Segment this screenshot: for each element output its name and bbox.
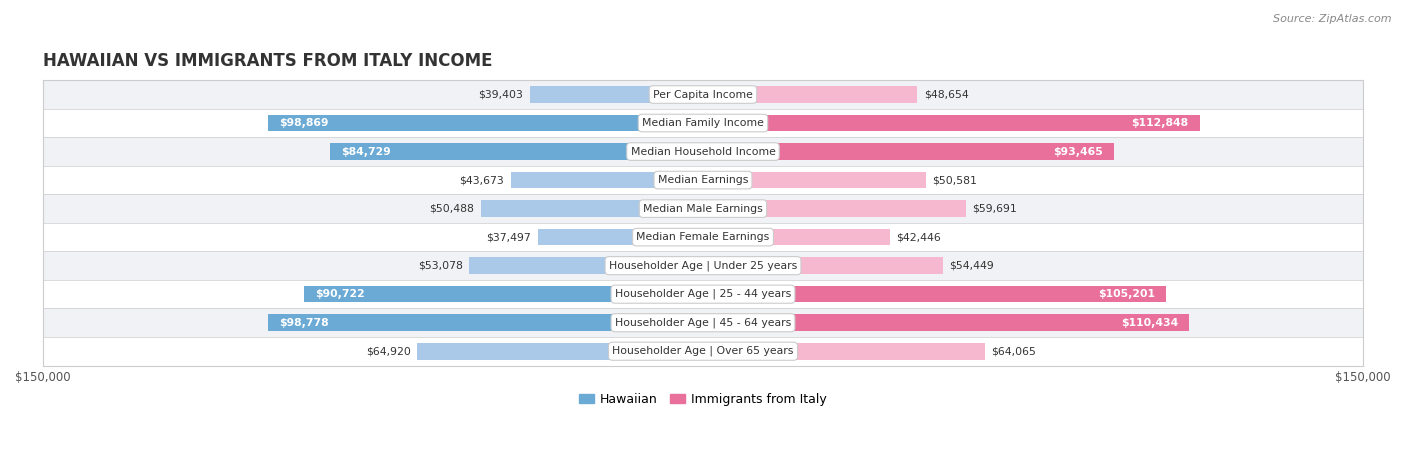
Bar [530, 86, 703, 103]
Bar [538, 229, 703, 246]
Bar [42, 109, 1364, 137]
Text: Householder Age | Under 25 years: Householder Age | Under 25 years [609, 261, 797, 271]
Text: $84,729: $84,729 [342, 147, 391, 156]
Text: Median Earnings: Median Earnings [658, 175, 748, 185]
Text: $90,722: $90,722 [315, 289, 364, 299]
Bar [42, 280, 1364, 308]
Text: $48,654: $48,654 [924, 90, 969, 99]
Bar [269, 314, 703, 331]
Text: $112,848: $112,848 [1132, 118, 1188, 128]
Text: HAWAIIAN VS IMMIGRANTS FROM ITALY INCOME: HAWAIIAN VS IMMIGRANTS FROM ITALY INCOME [42, 52, 492, 71]
Bar [42, 194, 1364, 223]
Legend: Hawaiian, Immigrants from Italy: Hawaiian, Immigrants from Italy [574, 388, 832, 410]
Bar [42, 308, 1364, 337]
Text: $39,403: $39,403 [478, 90, 523, 99]
Text: Householder Age | 45 - 64 years: Householder Age | 45 - 64 years [614, 318, 792, 328]
Bar [330, 143, 703, 160]
Text: $37,497: $37,497 [486, 232, 531, 242]
Text: $64,920: $64,920 [366, 346, 411, 356]
Bar [418, 343, 703, 360]
Bar [42, 80, 1364, 109]
Text: $64,065: $64,065 [991, 346, 1036, 356]
Text: Median Female Earnings: Median Female Earnings [637, 232, 769, 242]
Bar [703, 115, 1199, 131]
Text: $98,778: $98,778 [280, 318, 329, 328]
Text: Median Male Earnings: Median Male Earnings [643, 204, 763, 213]
Bar [703, 200, 966, 217]
Text: $59,691: $59,691 [973, 204, 1017, 213]
Bar [510, 172, 703, 188]
Bar [703, 86, 917, 103]
Bar [269, 115, 703, 131]
Bar [703, 229, 890, 246]
Bar [304, 286, 703, 303]
Text: Per Capita Income: Per Capita Income [652, 90, 754, 99]
Text: Householder Age | 25 - 44 years: Householder Age | 25 - 44 years [614, 289, 792, 299]
Bar [703, 343, 986, 360]
Text: $93,465: $93,465 [1053, 147, 1104, 156]
Text: Median Household Income: Median Household Income [630, 147, 776, 156]
Text: $42,446: $42,446 [897, 232, 941, 242]
Text: Householder Age | Over 65 years: Householder Age | Over 65 years [612, 346, 794, 356]
Text: $54,449: $54,449 [949, 261, 994, 271]
Bar [42, 166, 1364, 194]
Bar [42, 251, 1364, 280]
Bar [481, 200, 703, 217]
Bar [42, 137, 1364, 166]
Text: Source: ZipAtlas.com: Source: ZipAtlas.com [1274, 14, 1392, 24]
Text: Median Family Income: Median Family Income [643, 118, 763, 128]
Text: $50,488: $50,488 [429, 204, 474, 213]
Text: $98,869: $98,869 [278, 118, 329, 128]
Bar [703, 286, 1166, 303]
Text: $50,581: $50,581 [932, 175, 977, 185]
Bar [703, 314, 1189, 331]
Bar [42, 223, 1364, 251]
Bar [703, 257, 942, 274]
Text: $105,201: $105,201 [1098, 289, 1154, 299]
Bar [703, 143, 1115, 160]
Text: $43,673: $43,673 [460, 175, 505, 185]
Bar [42, 337, 1364, 366]
Bar [703, 172, 925, 188]
Text: $53,078: $53,078 [418, 261, 463, 271]
Text: $110,434: $110,434 [1121, 318, 1178, 328]
Bar [470, 257, 703, 274]
